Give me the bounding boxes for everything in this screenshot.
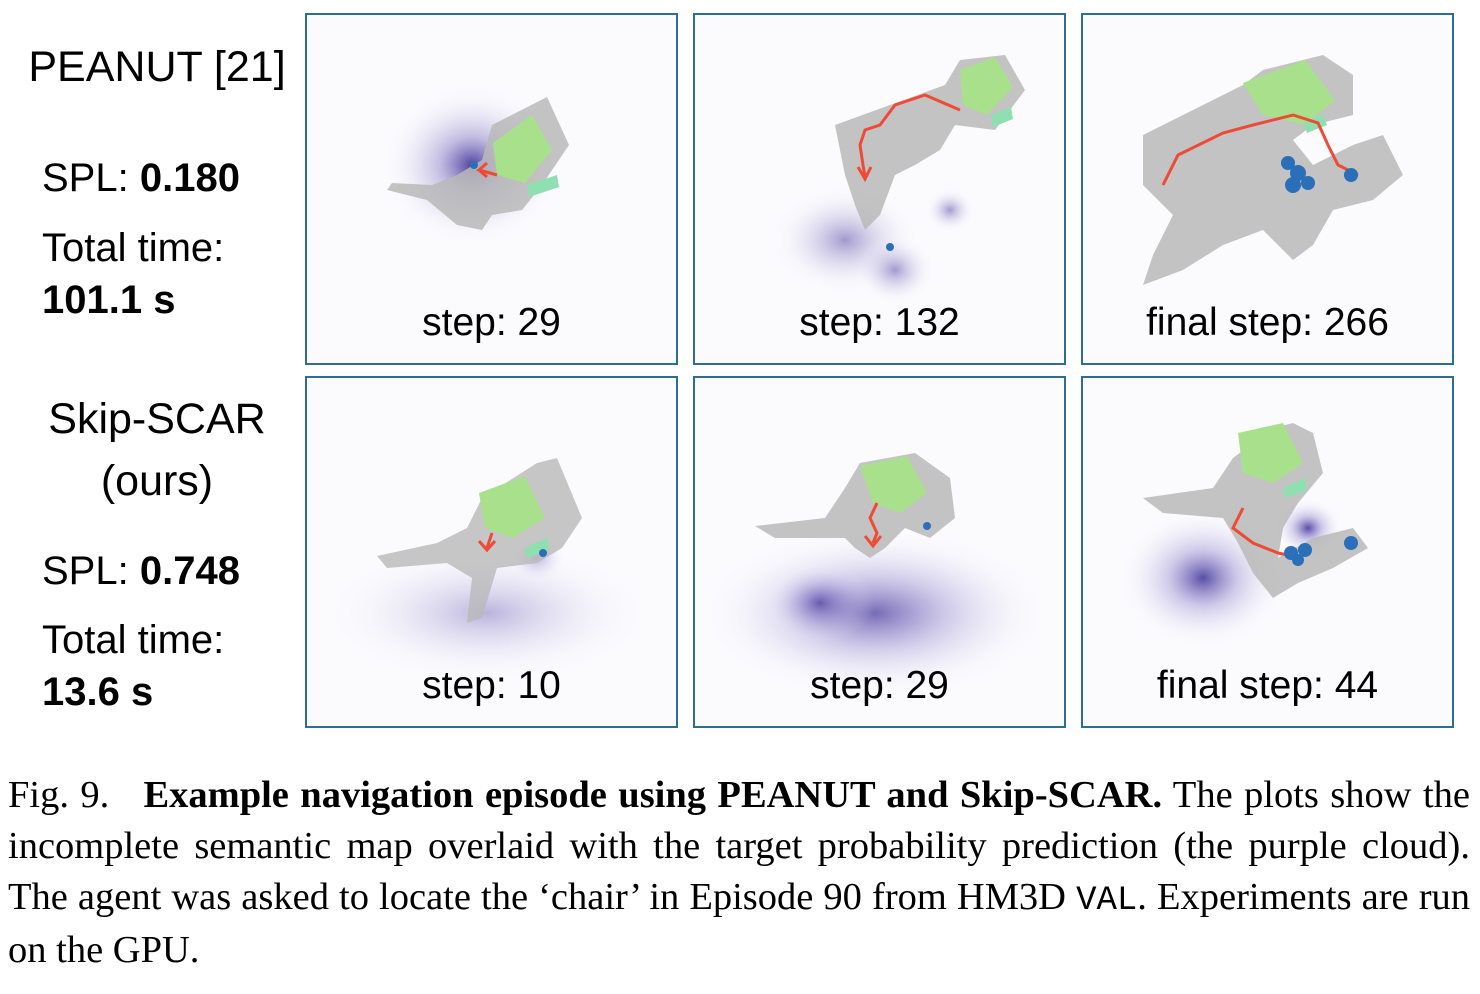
method-name-peanut: PEANUT [21] <box>12 36 302 98</box>
semantic-map-image <box>322 458 652 683</box>
time-label: Total time: <box>42 618 225 662</box>
step-label: step: 10 <box>422 664 561 707</box>
map-panel-peanut-step-132: step: 132 <box>693 13 1066 365</box>
map-panel-skip-scar-final-step-44: final step: 44 <box>1081 376 1454 728</box>
caption-code: VAL <box>1076 882 1138 921</box>
semantic-map-image <box>1143 55 1403 285</box>
method-name-line: PEANUT [21] <box>28 43 286 91</box>
step-label: final step: 44 <box>1156 664 1379 707</box>
semantic-map-image <box>1118 423 1368 648</box>
method-name-line: Skip-SCAR <box>48 395 266 443</box>
step-label: step: 29 <box>810 664 949 707</box>
time-label: Total time: <box>42 226 225 270</box>
time-value: 13.6 s <box>42 670 154 714</box>
map-panel-peanut-final-step-266: final step: 266 <box>1081 13 1454 365</box>
time-value: 101.1 s <box>42 278 176 322</box>
semantic-map-image <box>700 453 1050 698</box>
caption-body: The plots show the incomplete semantic m… <box>8 774 1471 919</box>
map-panel-skip-scar-step-29: step: 29 <box>693 376 1066 728</box>
spl-metric-peanut: SPL: 0.180 <box>42 152 240 204</box>
semantic-map-image <box>382 85 569 245</box>
map-panel-peanut-step-29: step: 29 <box>305 13 678 365</box>
caption-title: Example navigation episode using PEANUT … <box>143 774 1163 816</box>
step-label: step: 29 <box>422 301 561 344</box>
spl-label: SPL: <box>42 549 129 593</box>
semantic-map-image <box>770 55 1025 305</box>
time-metric-skip-scar: Total time: 13.6 s <box>42 614 224 718</box>
spl-metric-skip-scar: SPL: 0.748 <box>42 545 240 597</box>
map-panel-skip-scar-step-10: step: 10 <box>305 376 678 728</box>
caption-body-end: . Experiments are run on the GPU. <box>8 876 1471 971</box>
spl-label: SPL: <box>42 156 129 200</box>
spl-value: 0.748 <box>139 549 240 593</box>
method-name-skip-scar: Skip-SCAR (ours) <box>12 388 302 513</box>
step-label: final step: 266 <box>1146 301 1389 344</box>
time-metric-peanut: Total time: 101.1 s <box>42 222 224 326</box>
step-label: step: 132 <box>799 301 960 344</box>
method-name-line: (ours) <box>100 457 214 506</box>
figure-number: Fig. 9. <box>8 774 110 816</box>
spl-value: 0.180 <box>139 156 240 200</box>
figure-caption: Fig. 9. Example navigation episode using… <box>8 770 1470 976</box>
